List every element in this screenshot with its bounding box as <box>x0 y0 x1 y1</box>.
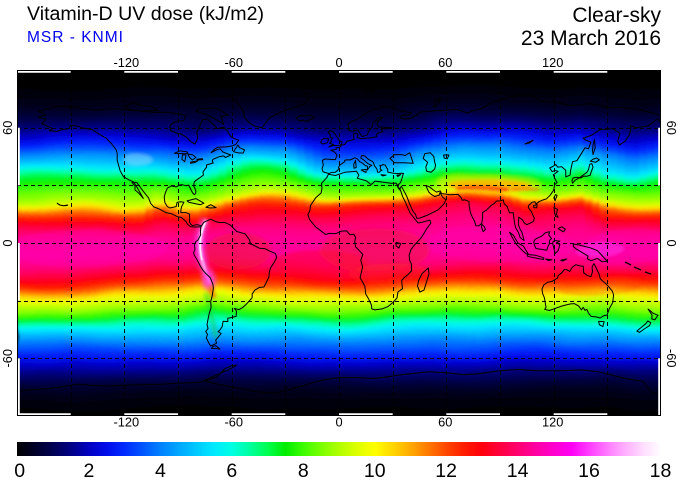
svg-text:-120: -120 <box>113 415 139 430</box>
svg-text:0: 0 <box>0 239 15 246</box>
svg-text:18: 18 <box>650 460 672 480</box>
svg-text:120: 120 <box>542 415 563 430</box>
svg-text:-120: -120 <box>113 55 139 70</box>
svg-text:Vitamin-D UV dose (kJ/m2): Vitamin-D UV dose (kJ/m2) <box>27 3 264 25</box>
svg-text:60: 60 <box>0 121 15 135</box>
svg-text:Clear-sky: Clear-sky <box>572 4 661 27</box>
svg-text:MSR - KNMI: MSR - KNMI <box>27 29 124 46</box>
svg-text:4: 4 <box>155 460 166 480</box>
svg-text:120: 120 <box>542 55 563 70</box>
svg-text:8: 8 <box>298 460 309 480</box>
svg-text:0: 0 <box>335 415 342 430</box>
svg-text:16: 16 <box>578 460 600 480</box>
svg-text:60: 60 <box>438 55 452 70</box>
svg-text:-60: -60 <box>664 349 678 368</box>
svg-text:23 March 2016: 23 March 2016 <box>521 27 661 50</box>
svg-text:-60: -60 <box>224 415 243 430</box>
svg-text:0: 0 <box>664 239 678 246</box>
svg-text:14: 14 <box>507 460 529 480</box>
svg-text:0: 0 <box>335 55 342 70</box>
svg-text:0: 0 <box>14 460 25 480</box>
svg-text:-60: -60 <box>0 349 15 368</box>
svg-text:-60: -60 <box>224 55 243 70</box>
svg-text:12: 12 <box>435 460 457 480</box>
svg-text:6: 6 <box>226 460 237 480</box>
svg-text:10: 10 <box>364 460 386 480</box>
svg-text:60: 60 <box>438 415 452 430</box>
svg-text:2: 2 <box>83 460 94 480</box>
svg-text:60: 60 <box>664 121 678 135</box>
